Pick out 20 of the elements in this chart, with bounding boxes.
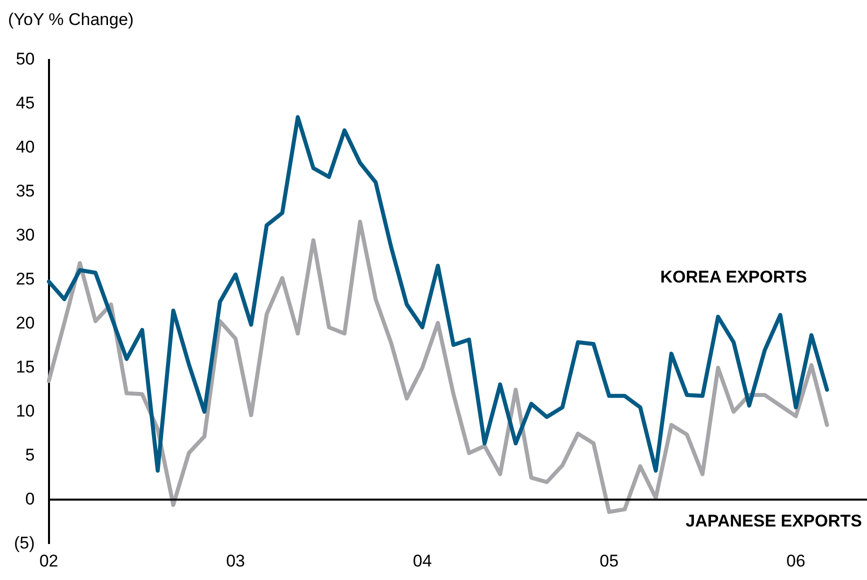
y-tick-label: (5) [14, 533, 35, 552]
y-tick-label: 5 [25, 445, 35, 464]
text: KOREA EXPORTS [660, 267, 807, 286]
y-tick-label: 35 [16, 182, 35, 201]
x-tick-label: 05 [600, 551, 619, 570]
series-label: JAPANESE EXPORTS [686, 511, 862, 530]
x-tick-label: 03 [226, 551, 246, 570]
y-tick-label: 10 [16, 401, 35, 420]
y-axis-title: (YoY % Change) [8, 10, 134, 30]
y-tick-label: 15 [16, 357, 35, 376]
y-tick-label: 45 [16, 94, 35, 113]
y-tick-label: 30 [16, 226, 35, 245]
x-tick-label: 06 [786, 551, 806, 570]
y-tick-label: 0 [25, 489, 35, 508]
x-tick-label: 02 [39, 551, 58, 570]
y-tick-label: 40 [16, 138, 35, 157]
y-tick-label: 50 [16, 50, 35, 69]
y-tick-label: 25 [16, 270, 35, 289]
x-tick-label: 04 [412, 551, 432, 570]
y-tick-label: 20 [16, 313, 35, 332]
